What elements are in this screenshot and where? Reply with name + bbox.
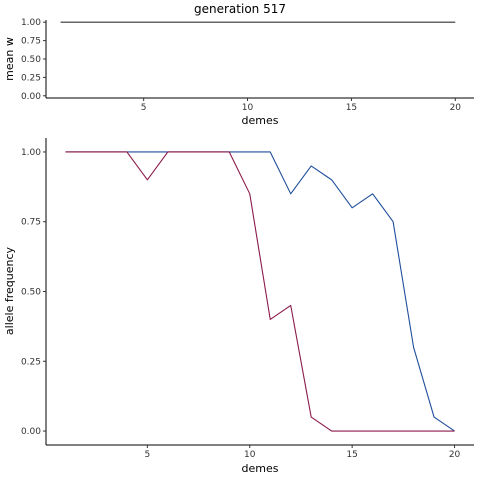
allele-freq-y-tick-label: 1.00	[21, 148, 41, 158]
mean-w-panel: 0.00 0.25 0.50 0.75 1.00 5 10 15 20 demes mean w	[3, 18, 474, 127]
allele-freq-y-axis-title: allele frequency	[3, 246, 16, 335]
allele-freq-series-line-1	[65, 151, 455, 432]
mean-w-x-axis-title: demes	[242, 114, 279, 127]
mean-w-y-tick-label: 0.25	[21, 73, 41, 83]
allele-freq-x-tick-label: 15	[346, 450, 357, 460]
mean-w-y-tick-label: 0.75	[21, 37, 41, 47]
mean-w-x-tick-label: 15	[346, 103, 357, 113]
allele-freq-y-tick-label: 0.75	[21, 218, 41, 228]
allele-freq-x-axis-title: demes	[242, 462, 279, 475]
allele-freq-y-tick-label: 0.50	[21, 288, 41, 298]
allele-frequency-panel: 0.00 0.25 0.50 0.75 1.00 5 10 15 20 demes allele f…	[3, 138, 474, 475]
chart-title: generation 517	[194, 2, 286, 16]
mean-w-y-tick-label: 0.50	[21, 55, 41, 65]
allele-freq-x-tick-label: 20	[449, 450, 461, 460]
allele-freq-y-tick-label: 0.25	[21, 357, 41, 367]
mean-w-x-tick-label: 10	[242, 103, 254, 113]
mean-w-x-tick-label: 5	[141, 103, 147, 113]
allele-freq-series-line-2	[65, 151, 455, 432]
mean-w-y-axis-title: mean w	[3, 37, 16, 81]
mean-w-y-tick-label: 0.00	[21, 92, 41, 102]
mean-w-x-tick-label: 20	[450, 103, 462, 113]
mean-w-y-tick-label: 1.00	[21, 18, 41, 28]
allele-freq-y-tick-label: 0.00	[21, 427, 41, 437]
allele-freq-x-tick-label: 10	[244, 450, 256, 460]
allele-freq-x-tick-label: 5	[145, 450, 151, 460]
